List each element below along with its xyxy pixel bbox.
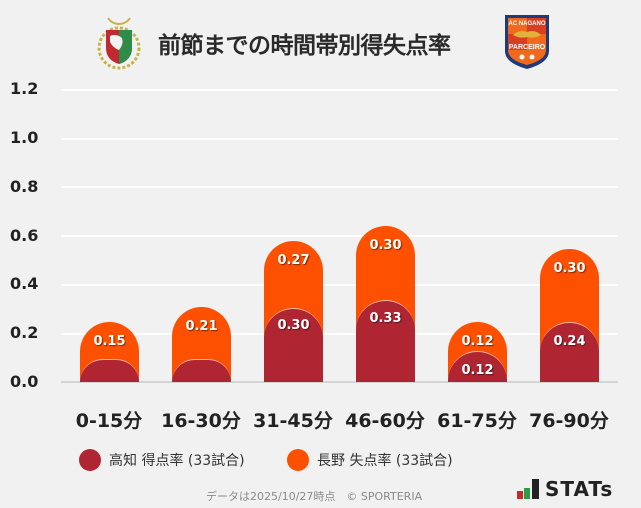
gridline	[61, 235, 618, 237]
value-label-away: 0.27	[277, 253, 310, 268]
gridline	[61, 284, 618, 286]
value-label-home: 0.24	[553, 334, 586, 349]
bar-home-0-15	[80, 359, 139, 382]
value-label-home: 0.12	[461, 363, 494, 378]
svg-text:PARCEIRO: PARCEIRO	[509, 44, 546, 51]
ac-nagano-parceiro-crest-icon: AC NAGANO PARCEIRO	[503, 13, 551, 70]
value-label-away: 0.12	[461, 334, 494, 349]
x-tick: 61-75分	[437, 410, 517, 432]
legend-label-home: 高知 得点率 (33試合)	[109, 453, 245, 469]
gridline	[61, 186, 618, 188]
gridline	[61, 89, 618, 91]
y-tick: 0.8	[10, 177, 39, 196]
stats-bar-logo-icon	[517, 479, 539, 499]
data-date-note: データは2025/10/27時点 © SPORTERIA	[206, 490, 423, 503]
gridline	[61, 333, 618, 335]
value-label-home: 0.30	[277, 318, 310, 333]
value-label-away: 0.15	[93, 334, 126, 349]
y-tick: 0.0	[10, 372, 39, 391]
value-label-away: 0.30	[553, 261, 586, 276]
gridline	[61, 138, 618, 140]
svg-text:AC NAGANO: AC NAGANO	[509, 21, 546, 27]
value-label-away: 0.30	[369, 238, 402, 253]
x-tick: 16-30分	[161, 410, 241, 432]
stats-brand: STATs	[517, 479, 613, 499]
bar-home-76-90	[540, 322, 599, 382]
chart-title: 前節までの時間帯別得失点率	[158, 33, 451, 59]
y-tick: 0.4	[10, 274, 39, 293]
x-tick: 76-90分	[529, 410, 609, 432]
stats-brand-text: STATs	[545, 477, 614, 501]
legend-swatch-away	[287, 449, 309, 471]
x-tick: 0-15分	[75, 410, 143, 432]
x-tick: 46-60分	[345, 410, 425, 432]
x-tick: 31-45分	[253, 410, 333, 432]
legend-item-away[interactable]: 長野 失点率 (33試合)	[287, 449, 453, 471]
legend-label-away: 長野 失点率 (33試合)	[317, 453, 453, 469]
bar-home-46-60	[356, 300, 415, 382]
bar-home-31-45	[264, 308, 323, 382]
value-label-home: 0.33	[369, 311, 402, 326]
bar-home-16-30	[172, 359, 231, 382]
y-tick: 0.2	[10, 323, 39, 342]
x-axis-baseline	[61, 381, 618, 383]
kochi-united-crest-icon	[96, 14, 142, 70]
value-label-away: 0.21	[185, 319, 218, 334]
legend-item-home[interactable]: 高知 得点率 (33試合)	[79, 449, 245, 471]
y-tick: 0.6	[10, 226, 39, 245]
legend-swatch-home	[79, 449, 101, 471]
y-tick: 1.2	[10, 79, 39, 98]
y-tick: 1.0	[10, 128, 39, 147]
